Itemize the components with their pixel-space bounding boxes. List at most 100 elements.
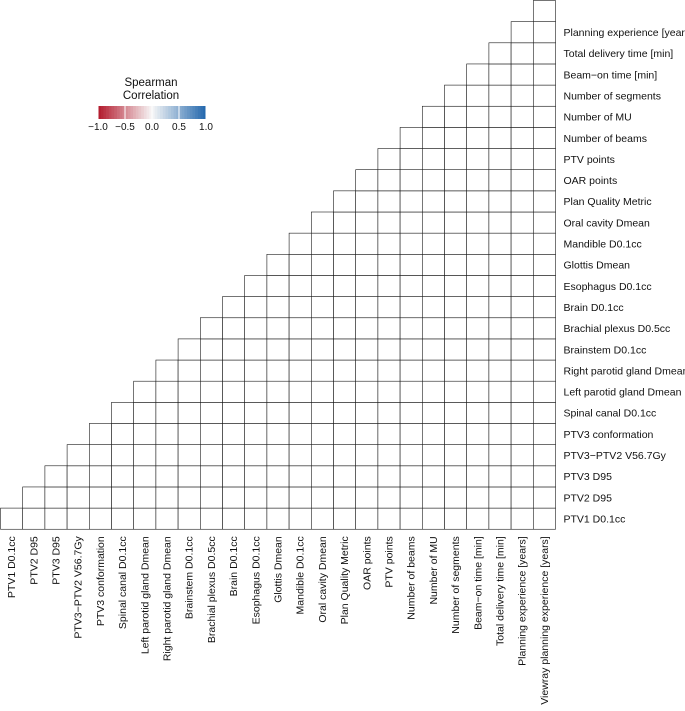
heatmap-cell xyxy=(177,486,201,509)
heatmap-cell xyxy=(399,465,423,488)
column-label: Mandible D0.1cc xyxy=(295,536,307,614)
heatmap-cell xyxy=(266,444,290,467)
heatmap-cell xyxy=(355,254,379,276)
heatmap-cell xyxy=(200,507,223,530)
column-label: Total delivery time [min] xyxy=(495,536,507,646)
heatmap-cell xyxy=(288,486,312,509)
heatmap-cell xyxy=(355,486,379,509)
heatmap-cell xyxy=(510,127,534,149)
legend-tick-label: −1.0 xyxy=(88,122,108,133)
row-label: Right parotid gland Dmean xyxy=(564,365,685,377)
legend-gradient-segment xyxy=(106,106,110,119)
heatmap-cell xyxy=(111,444,135,467)
heatmap-cell xyxy=(510,148,534,171)
legend-tick-label: 0.5 xyxy=(172,122,186,133)
heatmap-cell xyxy=(177,507,201,530)
heatmap-cell xyxy=(222,402,246,424)
heatmap-cell xyxy=(488,275,512,297)
heatmap-cell xyxy=(444,359,468,382)
column-label: PTV points xyxy=(384,536,396,587)
heatmap-cell xyxy=(377,296,401,319)
legend-gradient-segment xyxy=(170,106,174,119)
heatmap-cell xyxy=(466,296,490,319)
heatmap-cell xyxy=(266,317,290,340)
heatmap-cell xyxy=(288,465,312,488)
heatmap-cell xyxy=(355,507,379,530)
heatmap-cell xyxy=(488,84,512,107)
heatmap-cell xyxy=(244,423,268,445)
heatmap-cell xyxy=(377,338,401,361)
heatmap-cell xyxy=(421,148,445,171)
heatmap-cell xyxy=(399,359,423,382)
heatmap-cell xyxy=(510,486,534,509)
heatmap-cell xyxy=(510,359,534,382)
heatmap-cell xyxy=(288,254,312,276)
heatmap-cell xyxy=(377,380,401,403)
legend-gradient-segment xyxy=(127,106,131,119)
heatmap-cell xyxy=(244,465,268,488)
row-label: Left parotid gland Dmean xyxy=(564,387,682,399)
heatmap-cell xyxy=(532,380,556,403)
heatmap-cell xyxy=(444,402,468,424)
heatmap-cell xyxy=(444,338,468,361)
heatmap-cell xyxy=(510,380,534,403)
row-label: PTV3−PTV2 V56.7Gy xyxy=(564,450,667,462)
heatmap-cell xyxy=(488,190,512,213)
row-label: Total delivery time [min] xyxy=(564,48,674,60)
column-label: Planning experience [years] xyxy=(517,536,529,666)
heatmap-cell xyxy=(355,338,379,361)
heatmap-cell xyxy=(532,465,556,488)
heatmap-cell xyxy=(488,317,512,340)
heatmap-cell xyxy=(133,423,157,445)
heatmap-cell xyxy=(488,444,512,467)
heatmap-cell xyxy=(288,402,312,424)
heatmap-cell xyxy=(200,465,223,488)
heatmap-cell xyxy=(444,380,468,403)
heatmap-cell xyxy=(133,444,157,467)
legend-gradient-segment xyxy=(141,106,145,119)
heatmap-cell xyxy=(244,338,268,361)
heatmap-cell xyxy=(333,254,357,276)
heatmap-cell xyxy=(488,232,512,255)
legend-gradient-segment xyxy=(187,106,191,119)
heatmap-cell xyxy=(532,232,556,255)
heatmap-cell xyxy=(488,465,512,488)
heatmap-cell xyxy=(466,211,490,234)
diagonal-cell-oral-cavity-dmean xyxy=(310,211,334,234)
diagonal-cell-ptv2-d95 xyxy=(22,486,46,509)
heatmap-cell xyxy=(177,402,201,424)
heatmap-cell xyxy=(421,211,445,234)
diagonal-cell-beam-on-time-min xyxy=(466,63,490,86)
heatmap-cell xyxy=(377,190,401,213)
heatmap-cell xyxy=(310,423,334,445)
heatmap-cell xyxy=(244,507,268,530)
legend-gradient-segment xyxy=(114,106,118,119)
heatmap-cell xyxy=(333,507,357,530)
column-label: Brachial plexus D0.5cc xyxy=(206,536,218,643)
legend-gradient-segment xyxy=(125,106,129,119)
heatmap-cell xyxy=(466,380,490,403)
heatmap-cell xyxy=(421,296,445,319)
heatmap-cell xyxy=(288,359,312,382)
heatmap-cell xyxy=(333,380,357,403)
heatmap-cell xyxy=(333,402,357,424)
diagonal-cell-number-of-beams xyxy=(399,127,423,149)
heatmap-cell xyxy=(177,444,201,467)
column-label: Number of segments xyxy=(450,536,462,633)
heatmap-cell xyxy=(532,105,556,128)
diagonal-cell-number-of-mu xyxy=(421,105,445,128)
heatmap-cell xyxy=(89,486,112,509)
column-label: Number of beams xyxy=(406,536,418,619)
legend-gradient-segment xyxy=(154,106,158,119)
heatmap-cell xyxy=(155,402,179,424)
heatmap-cell xyxy=(355,232,379,255)
heatmap-cell xyxy=(532,359,556,382)
heatmap-cell xyxy=(355,444,379,467)
heatmap-cell xyxy=(200,359,223,382)
heatmap-cell xyxy=(466,402,490,424)
legend-gradient-segment xyxy=(143,106,147,119)
diagonal-cell-brachial-plexus-d0-5cc xyxy=(200,317,223,340)
heatmap-cell xyxy=(133,507,157,530)
heatmap-cell xyxy=(133,402,157,424)
